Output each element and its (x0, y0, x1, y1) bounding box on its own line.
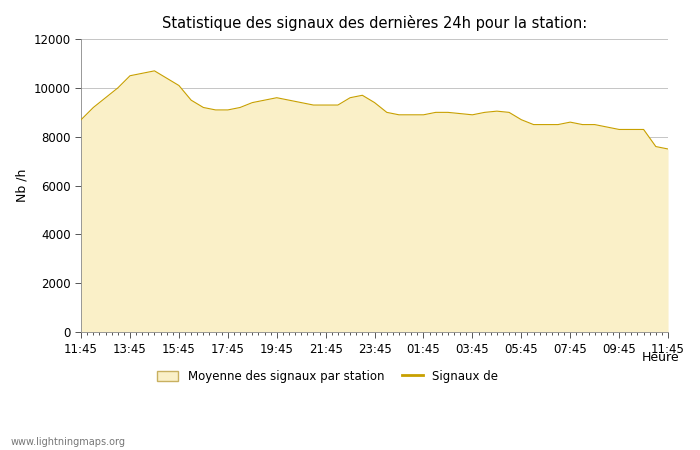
Legend: Moyenne des signaux par station, Signaux de: Moyenne des signaux par station, Signaux… (152, 365, 503, 388)
X-axis label: Heure: Heure (642, 351, 680, 364)
Text: www.lightningmaps.org: www.lightningmaps.org (10, 436, 125, 446)
Title: Statistique des signaux des dernières 24h pour la station:: Statistique des signaux des dernières 24… (162, 15, 587, 31)
Y-axis label: Nb /h: Nb /h (15, 169, 28, 202)
